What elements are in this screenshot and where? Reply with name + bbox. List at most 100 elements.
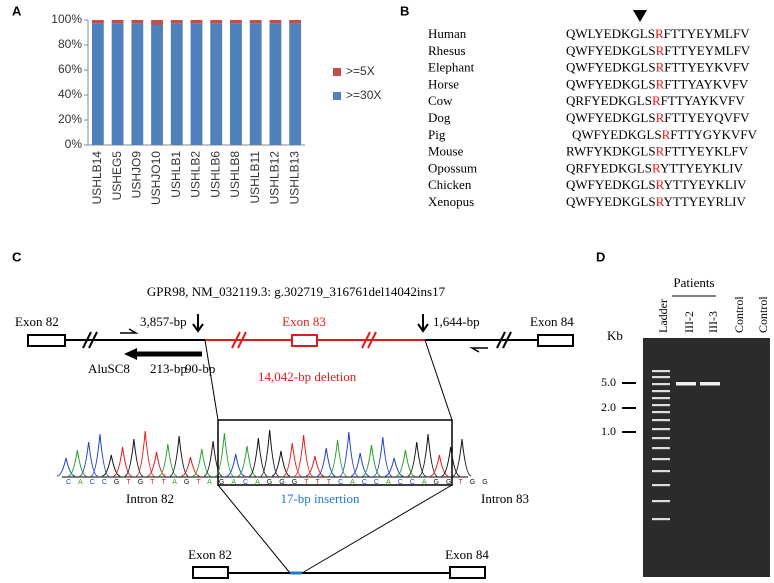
- panel-label: B: [400, 3, 409, 18]
- mutated-residue: R: [656, 194, 665, 209]
- gene-diagram: [27, 314, 574, 579]
- ladder-band: [652, 458, 670, 461]
- species-name: Human: [428, 26, 467, 41]
- bar-segment: [230, 23, 242, 145]
- lane-label: Control: [756, 296, 770, 333]
- sequence-part: FTTYAYKVFV: [664, 76, 749, 91]
- bar-segment: [151, 25, 163, 145]
- trace-peak: [271, 450, 291, 477]
- exon-label: Exon 84: [530, 314, 574, 329]
- bar-segment: [269, 20, 282, 24]
- species-name: Mouse: [428, 144, 464, 159]
- trace-peak: [237, 445, 257, 477]
- mutated-residue: R: [656, 43, 665, 58]
- x-tick-label: USHLB8: [228, 151, 242, 198]
- sequence-part: QWFYEDKGLS: [566, 43, 656, 58]
- exon-label: Exon 83: [282, 314, 326, 329]
- sequence-part: QWFYEDKGLS: [566, 194, 656, 209]
- species-name: Cow: [428, 93, 453, 108]
- sequence-part: YTTYEYKLIV: [664, 177, 748, 192]
- trace-peak: [328, 439, 347, 477]
- sequence-part: QWFYEDKGLS: [572, 127, 662, 142]
- trace-peak: [158, 443, 178, 477]
- bar-segment: [111, 20, 124, 24]
- trace-peak: [203, 440, 223, 477]
- bar-segment: [289, 20, 302, 24]
- sequence: QWFYEDKGLSRYTTYEYKLIV: [566, 177, 747, 192]
- species-name: Xenopus: [428, 194, 474, 209]
- marker-label: 5.0: [601, 375, 616, 389]
- mutated-residue: R: [656, 76, 665, 91]
- y-tick-label: 100%: [51, 12, 82, 26]
- trace-peak: [407, 441, 426, 477]
- species-name: Horse: [428, 76, 459, 91]
- sequence-part: YTTYEYKLIV: [660, 160, 744, 175]
- bar-segment: [151, 20, 163, 25]
- mutated-residue: R: [655, 26, 664, 41]
- species-name: Chicken: [428, 177, 472, 192]
- sequence-part: FTTYEYQVFV: [664, 110, 750, 125]
- trace-peak: [79, 441, 98, 477]
- trace-peak: [441, 446, 460, 477]
- bar-segment: [210, 23, 223, 145]
- trace-peak: [56, 457, 76, 477]
- sample-band: [700, 382, 720, 386]
- y-tick-label: 60%: [58, 62, 82, 76]
- sequence-part: YTTYEYRLIV: [664, 194, 747, 209]
- mutated-residue: R: [656, 144, 665, 159]
- x-tick-label: USHEG5: [110, 151, 124, 201]
- size-label: 213-bp: [150, 361, 187, 376]
- species-name: Rhesus: [428, 43, 466, 58]
- trace-peak: [396, 449, 415, 477]
- ladder-band: [652, 518, 670, 521]
- trace-peak: [317, 447, 336, 477]
- x-tick-label: USHLB14: [90, 151, 104, 205]
- sequence: RWFYKDKGLSRFTTYEYKLFV: [566, 144, 749, 159]
- panel-label: C: [12, 249, 22, 264]
- bar-segment: [289, 23, 302, 145]
- bar-segment: [230, 20, 242, 24]
- x-tick-label: USHLB1: [169, 151, 183, 198]
- species-name: Pig: [428, 127, 446, 142]
- sequence: QWFYEDKGLSRYTTYEYRLIV: [566, 194, 746, 209]
- mutated-residue: R: [656, 110, 665, 125]
- bar-segment: [249, 23, 262, 145]
- trace-peak: [362, 444, 381, 477]
- legend-label: >=30X: [346, 88, 381, 102]
- trace-peak: [305, 455, 325, 477]
- bar-segment: [249, 20, 262, 24]
- trace-peak: [192, 448, 211, 477]
- mutated-residue: R: [652, 160, 661, 175]
- insertion-label: 17-bp insertion: [280, 491, 360, 506]
- intron-label: Intron 82: [126, 491, 174, 506]
- trace-peak: [430, 454, 449, 477]
- ladder-band: [652, 484, 670, 487]
- sequence-part: FTTYEYMLFV: [664, 26, 751, 41]
- exon-label: Exon 82: [188, 547, 232, 562]
- ladder-band: [652, 470, 670, 473]
- bar-segment: [210, 20, 223, 24]
- sequence-part: QWFYEDKGLS: [566, 110, 656, 125]
- ladder-band: [652, 397, 670, 400]
- size-label: 90-bp: [185, 361, 215, 376]
- marker-label: 2.0: [601, 400, 616, 414]
- bar-segment: [131, 20, 144, 24]
- legend-label: >=5X: [346, 64, 375, 78]
- trace-peak: [385, 457, 404, 477]
- ladder-band: [652, 437, 670, 440]
- ladder-band: [652, 447, 670, 450]
- trace-peak: [283, 442, 302, 477]
- trace-peak: [181, 456, 200, 477]
- legend-swatch: [333, 92, 341, 100]
- bar-segment: [269, 23, 282, 145]
- x-tick-label: USHLB12: [268, 151, 282, 205]
- sequence-part: QRFYEDKGLS: [566, 160, 652, 175]
- unit-label: Kb: [607, 328, 623, 343]
- mutation-arrow: [633, 10, 647, 22]
- bar-segment: [190, 20, 203, 24]
- sequence-part: RWFYKDKGLS: [566, 144, 656, 159]
- ladder-band: [652, 500, 670, 503]
- sequence-part: FTTYEYMLFV: [664, 43, 751, 58]
- sample-band: [676, 382, 696, 386]
- sequence-part: QWFYEDKGLS: [566, 60, 656, 75]
